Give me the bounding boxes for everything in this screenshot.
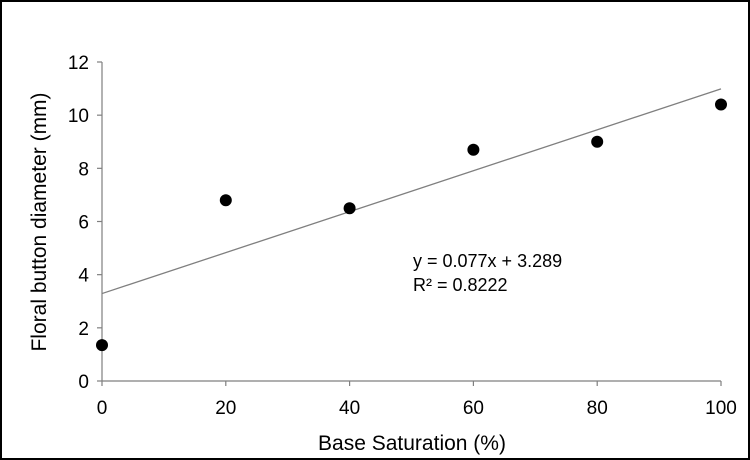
data-point xyxy=(343,202,356,215)
x-tick-label: 40 xyxy=(339,398,360,419)
x-tick-label: 0 xyxy=(97,398,108,419)
y-tick-label: 2 xyxy=(78,319,89,340)
trendline-r2: R² = 0.8222 xyxy=(413,275,508,295)
y-tick-label: 0 xyxy=(78,372,89,393)
y-axis-title: Floral button diameter (mm) xyxy=(28,92,51,351)
y-tick-label: 6 xyxy=(78,213,89,234)
y-tick-label: 8 xyxy=(78,159,89,180)
x-tick-label: 80 xyxy=(587,398,608,419)
y-tick-label: 12 xyxy=(68,53,89,74)
data-point xyxy=(467,143,480,156)
x-tick-label: 20 xyxy=(215,398,236,419)
x-axis-title: Base Saturation (%) xyxy=(318,432,506,455)
trendline-group xyxy=(101,88,722,295)
data-points xyxy=(96,98,727,352)
data-point xyxy=(96,339,108,352)
x-tick-label: 100 xyxy=(705,398,737,419)
trendline xyxy=(101,88,722,295)
data-point xyxy=(591,135,604,148)
y-tick-label: 10 xyxy=(68,106,89,127)
trendline-equation: y = 0.077x + 3.289 xyxy=(413,251,562,271)
x-tick-label: 60 xyxy=(463,398,484,419)
data-point xyxy=(219,194,232,207)
axes xyxy=(97,61,722,386)
data-point xyxy=(715,98,727,111)
tick-labels: 0 2 4 6 8 10 12 0 20 40 60 80 100 xyxy=(68,53,737,419)
y-tick-label: 4 xyxy=(78,266,89,287)
